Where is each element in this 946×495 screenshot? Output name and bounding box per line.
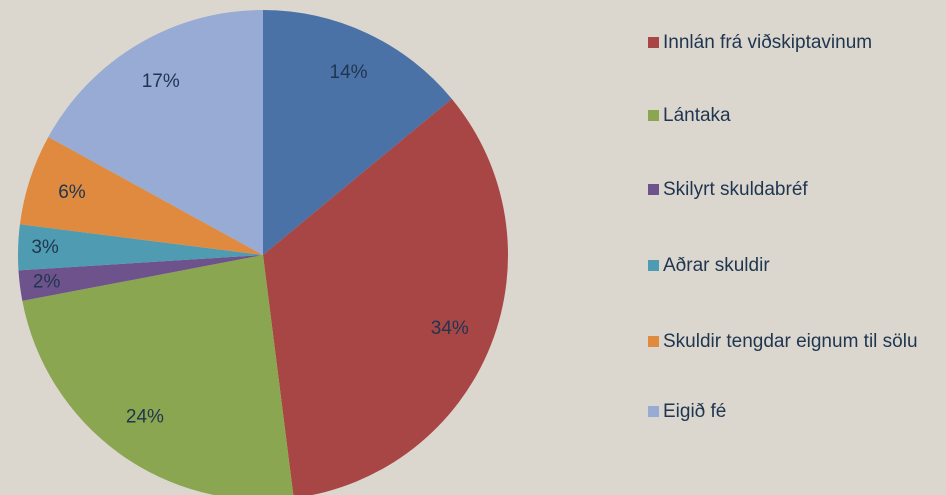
- legend-item: Aðrar skuldir: [648, 254, 944, 278]
- pie-slice: [19, 136, 263, 255]
- legend-label: Eigið fé: [663, 401, 727, 422]
- legend-item: Innlán frá viðskiptavinum: [648, 31, 944, 55]
- legend-label: Innlán frá viðskiptavinum: [663, 32, 873, 53]
- legend-item: Skilyrt skuldabréf: [648, 178, 944, 202]
- legend-item: Skuldir tengdar eignum til sölu: [648, 330, 944, 354]
- legend-item: Lántaka: [648, 104, 944, 128]
- legend-swatch: [648, 184, 659, 195]
- legend-swatch: [648, 406, 659, 417]
- pie-slice: [263, 98, 508, 495]
- legend-label: Skilyrt skuldabréf: [663, 179, 808, 200]
- legend-swatch: [648, 110, 659, 121]
- pie-slice: [18, 224, 264, 271]
- pie-slice: [263, 10, 452, 255]
- legend-label: Aðrar skuldir: [663, 255, 770, 276]
- data-label: 3%: [31, 237, 59, 258]
- legend-swatch: [648, 260, 659, 271]
- legend-swatch: [648, 336, 659, 347]
- pie-slice: [22, 255, 294, 495]
- data-label: 6%: [58, 182, 86, 203]
- data-label: 17%: [142, 71, 180, 92]
- legend-item: Eigið fé: [648, 400, 944, 424]
- data-label: 24%: [126, 407, 164, 428]
- legend-label: Lántaka: [663, 105, 731, 126]
- pie-slice: [48, 10, 263, 255]
- data-label: 34%: [431, 318, 469, 339]
- pie-slice: [18, 255, 263, 301]
- data-label: 14%: [330, 62, 368, 83]
- legend-swatch: [648, 37, 659, 48]
- legend-label: Skuldir tengdar eignum til sölu: [663, 331, 918, 352]
- data-label: 2%: [33, 271, 61, 292]
